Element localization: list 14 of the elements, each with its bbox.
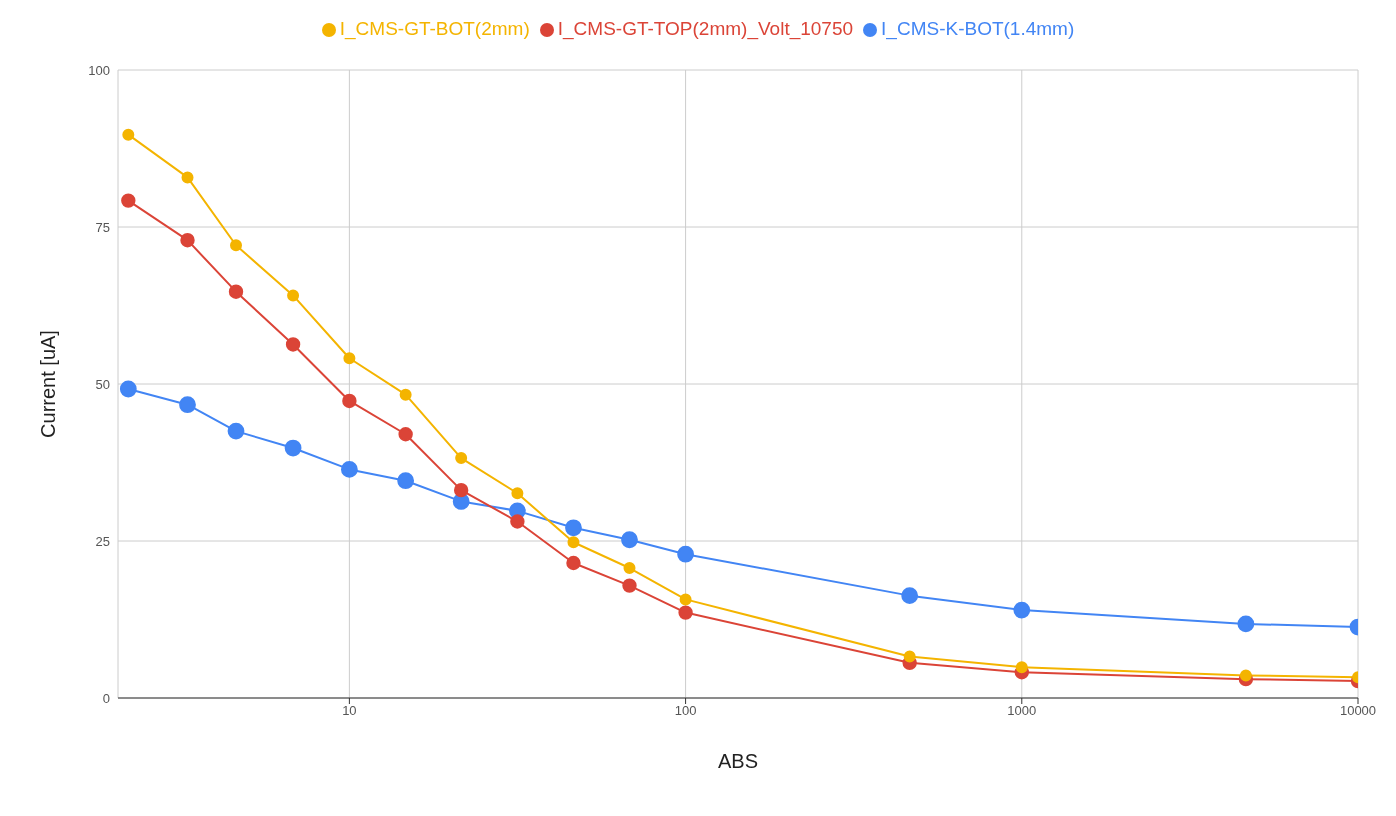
x-tick-label: 100: [674, 703, 697, 719]
legend-label: I_CMS-K-BOT(1.4mm): [881, 18, 1075, 39]
y-tick-label: 50: [95, 376, 110, 392]
y-tick-label: 25: [95, 533, 110, 549]
x-axis-title: ABS: [717, 750, 759, 772]
x-tick-label: 1000: [1007, 703, 1037, 719]
y-axis-title: Current [uA]: [37, 330, 60, 438]
y-tick-label: 100: [88, 62, 110, 78]
x-tick-label: 10000: [1339, 703, 1377, 719]
x-tick-label: 10: [342, 703, 357, 719]
legend-label: I_CMS-GT-BOT(2mm): [339, 18, 530, 39]
legend-label: I_CMS-GT-TOP(2mm)_Volt_10750: [557, 18, 854, 39]
y-tick-label: 75: [95, 219, 110, 235]
y-tick-label: 0: [102, 690, 110, 706]
